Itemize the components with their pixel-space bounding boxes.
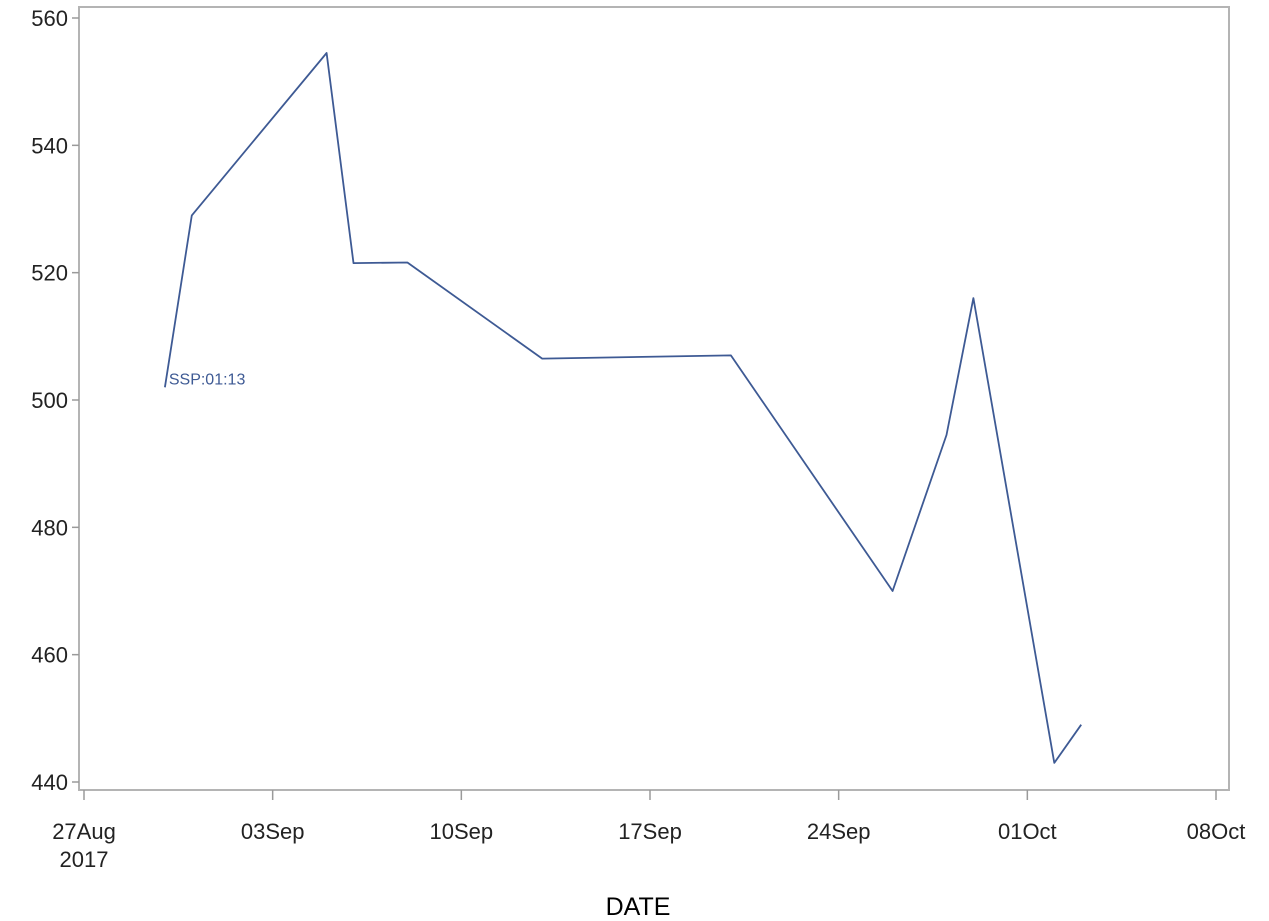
x-tick-label: 24Sep — [807, 819, 871, 844]
x-axis: 27Aug 2017 03Sep 10Sep 17Sep 24Sep 01Oct 08Oct — [52, 790, 1245, 872]
x-tick-label: 17Sep — [618, 819, 682, 844]
y-tick-label: 500 — [31, 388, 68, 413]
x-tick-sublabel: 2017 — [60, 847, 109, 872]
y-tick-label: 440 — [31, 770, 68, 795]
y-tick-label: 460 — [31, 643, 68, 668]
x-tick-label: 10Sep — [430, 819, 494, 844]
y-tick-label: 520 — [31, 261, 68, 286]
x-tick-label: 01Oct — [998, 819, 1057, 844]
y-tick-label: 560 — [31, 6, 68, 31]
x-tick-label: 03Sep — [241, 819, 305, 844]
series-line — [164, 52, 1082, 764]
series-label: SSP:01:13 — [169, 371, 246, 388]
y-tick-label: 540 — [31, 133, 68, 158]
x-tick-label: 08Oct — [1187, 819, 1246, 844]
x-axis-title: DATE — [606, 893, 671, 921]
y-tick-label: 480 — [31, 515, 68, 540]
plot-frame — [78, 6, 1230, 791]
series-layer: SSP:01:13 — [164, 52, 1082, 764]
x-tick-label: 27Aug — [52, 819, 116, 844]
y-axis: 440 460 480 500 520 540 560 — [31, 6, 79, 795]
